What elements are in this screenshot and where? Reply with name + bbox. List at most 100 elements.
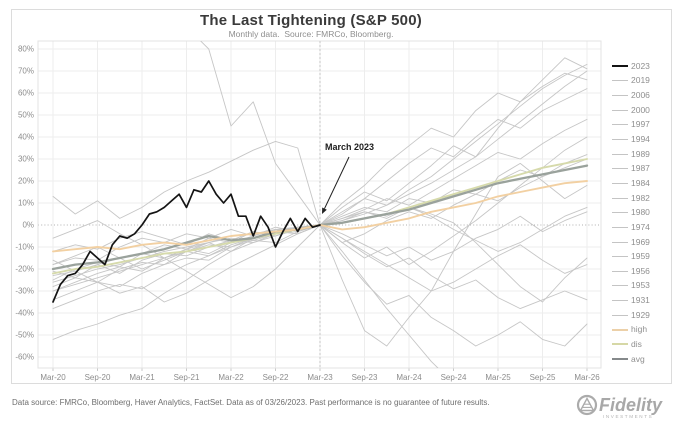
legend-swatch (612, 212, 628, 214)
legend-item-1989: 1989 (612, 147, 670, 162)
legend-item-1969: 1969 (612, 235, 670, 250)
legend-item-1956: 1956 (612, 264, 670, 279)
y-axis-tick-label: -60% (15, 353, 34, 362)
fidelity-sub-wordmark: INVESTMENTS (603, 414, 653, 419)
x-axis-tick-label: Sep-25 (530, 373, 556, 382)
legend-item-1982: 1982 (612, 191, 670, 206)
legend-label: 2019 (631, 75, 650, 86)
disclaimer-text: Data source: FMRCo, Bloomberg, Haver Ana… (12, 398, 490, 407)
legend-item-2019: 2019 (612, 74, 670, 89)
legend-swatch (612, 226, 628, 228)
y-axis-tick-label: -50% (15, 331, 34, 340)
legend-swatch (612, 95, 628, 97)
x-axis-tick-label: Sep-21 (174, 373, 200, 382)
y-axis-tick-label: 0% (22, 221, 34, 230)
legend-item-1984: 1984 (612, 176, 670, 191)
legend-swatch (612, 241, 628, 243)
x-axis-tick-label: Sep-22 (263, 373, 289, 382)
legend-label: 1997 (631, 119, 650, 130)
annotation-arrow (322, 156, 350, 214)
legend-item-avg: avg (612, 352, 670, 367)
fidelity-logo: Fidelity INVESTMENTS (576, 394, 663, 419)
y-axis-tick-label: -10% (15, 243, 34, 252)
legend-item-2000: 2000 (612, 103, 670, 118)
legend-label: 1987 (631, 163, 650, 174)
legend-swatch (612, 343, 628, 346)
legend-item-1994: 1994 (612, 132, 670, 147)
x-axis-tick-label: Mar-21 (129, 373, 155, 382)
y-axis-tick-label: 10% (18, 199, 34, 208)
y-axis-tick-label: 30% (18, 155, 34, 164)
legend-label: 2006 (631, 90, 650, 101)
legend-label: avg (631, 353, 645, 364)
legend-swatch (612, 256, 628, 258)
legend-swatch (612, 109, 628, 111)
chart-legend: 2023 2019 2006 2000 1997 1994 1989 1987 1984 1982… (612, 59, 670, 366)
fidelity-wordmark: Fidelity (599, 395, 663, 415)
legend-item-1953: 1953 (612, 279, 670, 294)
legend-label: 1994 (631, 134, 650, 145)
y-axis-tick-label: 60% (18, 89, 34, 98)
y-axis-tick-label: 20% (18, 177, 34, 186)
x-axis-tick-label: Mar-23 (307, 373, 333, 382)
legend-item-1959: 1959 (612, 249, 670, 264)
x-axis-tick-label: Mar-20 (40, 373, 66, 382)
legend-swatch (612, 314, 628, 316)
legend-label: 1959 (631, 251, 650, 262)
legend-swatch (612, 270, 628, 272)
x-axis-tick-label: Mar-24 (396, 373, 422, 382)
legend-swatch (612, 358, 628, 361)
y-axis-tick-label: -20% (15, 265, 34, 274)
y-axis-tick-label: 80% (18, 45, 34, 54)
legend-item-1997: 1997 (612, 118, 670, 133)
legend-item-2006: 2006 (612, 88, 670, 103)
legend-label: 1953 (631, 280, 650, 291)
legend-label: 1980 (631, 207, 650, 218)
legend-item-1974: 1974 (612, 220, 670, 235)
legend-label: 1974 (631, 221, 650, 232)
legend-label: 1956 (631, 265, 650, 276)
y-axis-tick-label: -30% (15, 287, 34, 296)
legend-label: dis (631, 338, 642, 349)
legend-swatch (612, 65, 628, 68)
legend-label: 1982 (631, 192, 650, 203)
legend-item-1987: 1987 (612, 161, 670, 176)
legend-item-high: high (612, 323, 670, 338)
legend-label: 1984 (631, 177, 650, 188)
legend-swatch (612, 328, 628, 331)
chart-title: The Last Tightening (S&P 500) (200, 12, 422, 29)
y-axis-tick-label: 40% (18, 133, 34, 142)
x-axis-tick-label: Sep-20 (85, 373, 111, 382)
series-lines (51, 41, 589, 368)
y-axis-tick-label: 70% (18, 67, 34, 76)
legend-item-1929: 1929 (612, 308, 670, 323)
x-axis-tick-label: Mar-26 (574, 373, 600, 382)
legend-label: 1929 (631, 309, 650, 320)
legend-swatch (612, 168, 628, 170)
legend-swatch (612, 300, 628, 302)
legend-item-1980: 1980 (612, 205, 670, 220)
legend-swatch (612, 182, 628, 184)
legend-label: high (631, 324, 648, 335)
legend-item-1931: 1931 (612, 293, 670, 308)
legend-swatch (612, 124, 628, 126)
y-axis-tick-label: 50% (18, 111, 34, 120)
x-axis-tick-label: Mar-22 (218, 373, 244, 382)
chart-subtitle: Monthly data. Source: FMRCo, Bloomberg. (228, 29, 394, 39)
legend-swatch (612, 285, 628, 287)
legend-swatch (612, 139, 628, 141)
legend-label: 1989 (631, 148, 650, 159)
x-axis-tick-label: Sep-24 (441, 373, 467, 382)
legend-swatch (612, 197, 628, 199)
legend-label: 1931 (631, 295, 650, 306)
y-axis-tick-label: -40% (15, 309, 34, 318)
legend-label: 2023 (631, 60, 650, 71)
fidelity-pyramid-icon (576, 394, 598, 416)
legend-swatch (612, 80, 628, 82)
event-annotation-label: March 2023 (325, 142, 375, 152)
legend-item-dis: dis (612, 337, 670, 352)
legend-item-2023: 2023 (612, 59, 670, 74)
legend-swatch (612, 153, 628, 155)
